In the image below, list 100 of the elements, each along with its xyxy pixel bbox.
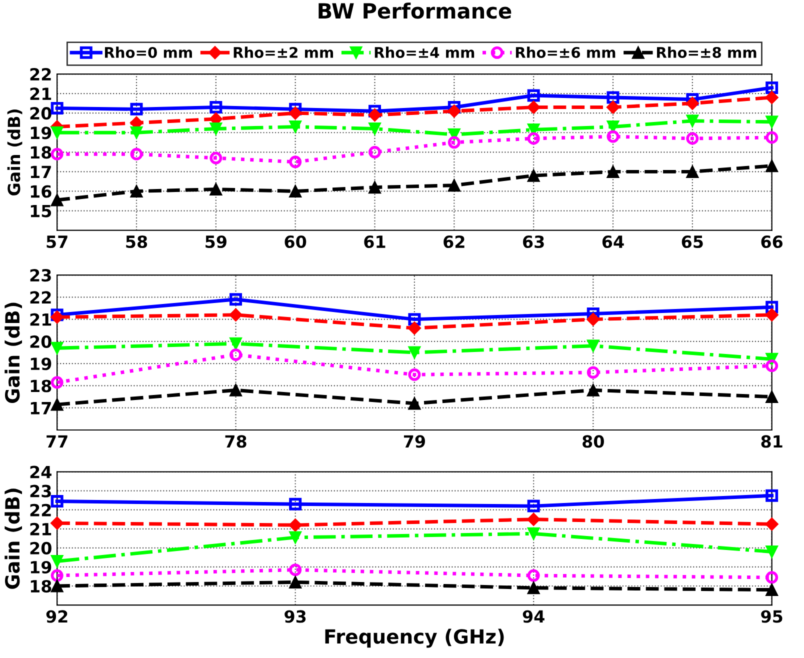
point: [288, 518, 302, 532]
point: [408, 368, 421, 381]
point: [448, 179, 460, 192]
x-tick-label: 58: [126, 235, 148, 248]
point: [50, 148, 64, 160]
point: [448, 136, 460, 149]
chart-title: BW Performance: [318, 2, 512, 19]
x-tick-label: 81: [761, 435, 782, 448]
point: [766, 571, 778, 584]
point: [606, 100, 620, 114]
point: [766, 360, 778, 372]
point: [50, 495, 64, 508]
point: [606, 91, 620, 104]
y-axis-title: Gain (dB): [4, 302, 22, 403]
point: [766, 131, 778, 144]
x-tick-label: 94: [522, 610, 544, 623]
point: [50, 580, 64, 592]
point: [368, 146, 382, 158]
legend-label: Rho=0 mm: [104, 46, 192, 58]
y-tick-label: 21: [30, 522, 52, 536]
x-tick-label: 65: [682, 235, 703, 248]
point: [230, 293, 242, 306]
point: [408, 322, 422, 335]
point: [766, 390, 778, 404]
point: [229, 308, 242, 322]
point: [527, 123, 540, 136]
point: [766, 489, 778, 502]
y-tick-label: 18: [30, 380, 52, 392]
point: [130, 102, 143, 116]
point: [527, 100, 540, 114]
legend-label: Rho=±2 mm: [234, 46, 334, 58]
y-tick-label: 22: [30, 291, 51, 304]
point: [230, 337, 242, 350]
y-tick-label: 20: [30, 542, 52, 554]
x-tick-label: 61: [364, 235, 386, 248]
x-tick-label: 80: [582, 435, 604, 448]
point: [50, 102, 64, 114]
point: [766, 116, 778, 128]
x-tick-label: 57: [46, 236, 68, 248]
y-tick-label: 22: [30, 68, 51, 80]
y-tick-label: 24: [30, 466, 52, 478]
point: [50, 398, 64, 411]
x-tick-label: 59: [206, 235, 226, 248]
point: [686, 96, 700, 110]
point: [130, 184, 143, 198]
point: [210, 183, 222, 196]
point: [527, 512, 540, 526]
x-tick-label: 60: [284, 235, 306, 248]
y-tick-label: 16: [30, 185, 52, 198]
x-tick-label: 64: [602, 235, 624, 248]
point: [289, 184, 302, 198]
point: [527, 169, 540, 182]
y-tick-label: 22: [30, 504, 51, 516]
point: [586, 366, 600, 379]
point: [527, 569, 540, 582]
x-axis-title: Frequency (GHz): [325, 628, 504, 648]
point: [586, 340, 600, 352]
point: [527, 89, 540, 102]
x-tick-label: 93: [284, 610, 306, 623]
point: [606, 165, 620, 178]
point: [527, 527, 540, 540]
y-tick-label: 19: [30, 560, 52, 574]
y-tick-label: 20: [30, 107, 52, 120]
y-tick-label: 19: [30, 126, 52, 140]
y-tick-label: 20: [30, 335, 52, 348]
y-axis-title: Gain (dB): [7, 110, 22, 196]
point: [408, 313, 421, 326]
point: [606, 130, 620, 143]
point: [210, 122, 222, 135]
point: [50, 308, 64, 322]
point: [368, 108, 382, 122]
point: [130, 126, 143, 139]
point: [527, 132, 540, 145]
point: [230, 384, 242, 396]
x-tick-label: 95: [761, 610, 782, 623]
y-tick-label: 23: [30, 269, 51, 282]
x-tick-label: 78: [225, 435, 246, 448]
x-tick-label: 66: [761, 235, 783, 248]
point: [289, 576, 302, 588]
y-tick-label: 21: [30, 88, 52, 100]
point: [50, 569, 64, 582]
y-tick-label: 18: [30, 146, 52, 159]
point: [368, 181, 382, 194]
point: [765, 518, 778, 531]
legend-label: Rho=±8 mm: [657, 46, 756, 58]
point: [289, 120, 302, 134]
point: [230, 348, 242, 361]
point: [289, 156, 302, 168]
point: [606, 120, 620, 134]
point: [289, 531, 302, 544]
point: [368, 122, 382, 135]
legend-label: Rho=±4 mm: [374, 46, 474, 58]
point: [210, 152, 222, 164]
point: [210, 100, 222, 114]
y-axis-title: Gain (dB): [4, 488, 22, 589]
point: [50, 310, 64, 324]
point: [586, 384, 600, 396]
point: [408, 397, 421, 410]
x-tick-label: 63: [523, 235, 544, 248]
point: [50, 194, 64, 206]
